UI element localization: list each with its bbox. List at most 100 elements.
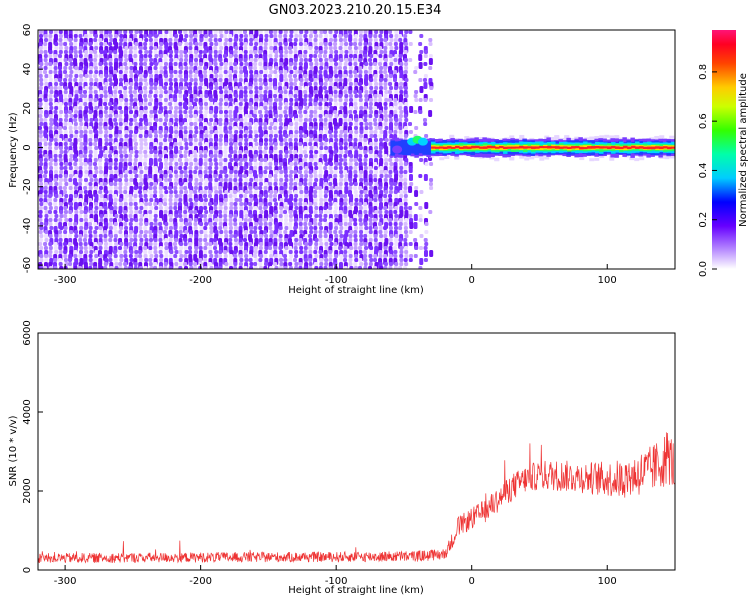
spectrogram-cell xyxy=(369,130,374,134)
spectrogram-cell xyxy=(153,182,158,186)
spectrogram-cell xyxy=(168,110,173,114)
spectrogram-cell xyxy=(289,162,294,166)
spectrogram-cell xyxy=(248,254,253,258)
spectrogram-cell xyxy=(314,206,319,210)
spectrogram-cell xyxy=(193,122,198,126)
spectrogram-cell xyxy=(88,182,93,186)
spectrogram-cell xyxy=(108,102,113,106)
spectrogram-cell xyxy=(203,150,208,154)
spectrogram-cell xyxy=(84,170,89,174)
spectrogram-cell xyxy=(258,146,263,150)
spectrogram-cell xyxy=(128,90,133,94)
spectrogram-cell xyxy=(183,150,188,154)
spectrogram-cell xyxy=(209,154,214,158)
spectrogram-cell xyxy=(113,34,118,38)
spectrogram-cell xyxy=(183,246,188,250)
spectrogram-cell xyxy=(213,242,218,246)
spectrogram-cell xyxy=(224,30,229,34)
spectrogram-cell xyxy=(198,242,203,246)
spectrogram-cell xyxy=(153,190,158,194)
spectrogram-cell xyxy=(398,118,403,122)
spectrogram-cell xyxy=(283,250,288,254)
spectrogram-cell xyxy=(153,130,158,134)
spectrogram-cell xyxy=(218,218,223,222)
spectrogram-cell xyxy=(408,42,413,46)
spectrogram-cell xyxy=(399,82,404,86)
spectrogram-cell xyxy=(178,194,183,198)
spectrogram-cell xyxy=(209,114,214,118)
spectrogram-cell xyxy=(199,230,204,234)
spectrogram-cell xyxy=(284,106,289,110)
spectrogram-cell xyxy=(183,242,188,246)
spectrogram-cell xyxy=(154,62,159,66)
spectrogram-cell xyxy=(303,102,308,106)
spectrogram-cell xyxy=(348,162,353,166)
spectrogram-cell xyxy=(379,234,384,238)
spectrogram-cell xyxy=(403,258,408,262)
spectrogram-cell xyxy=(184,162,189,166)
spectrogram-cell xyxy=(363,150,368,154)
spectrogram-cell xyxy=(263,266,268,269)
spectrogram-cell xyxy=(69,62,74,66)
spectrogram-cell xyxy=(293,78,298,82)
spectrogram-cell xyxy=(199,78,204,82)
spectrogram-cell xyxy=(273,198,278,202)
spectrogram-cell xyxy=(58,126,63,130)
spectrogram-cell xyxy=(214,74,219,78)
spectrogram-cell xyxy=(303,182,308,186)
spectrogram-cell xyxy=(133,98,138,102)
spectrogram-cell xyxy=(308,98,313,102)
spectrogram-cell xyxy=(309,146,314,150)
spectrogram-cell xyxy=(68,126,73,130)
spectrogram-cell xyxy=(54,102,59,106)
spectrogram-cell xyxy=(393,250,398,254)
spectrogram-cell xyxy=(133,62,138,66)
spectrogram-cell xyxy=(279,78,284,82)
spectrogram-cell xyxy=(323,190,328,194)
spectrogram-cell xyxy=(298,242,303,246)
spectrogram-cell xyxy=(339,126,344,130)
spectrogram-cell xyxy=(119,254,124,258)
spectrogram-cell xyxy=(554,135,560,139)
spectrogram-cell xyxy=(223,170,228,174)
spectrogram-cell xyxy=(363,254,368,258)
spectrogram-cell xyxy=(278,226,283,230)
spectrogram-cell xyxy=(419,190,424,194)
spectrogram-cell xyxy=(139,58,144,62)
spectrogram-cell xyxy=(158,98,163,102)
spectrogram-cell xyxy=(189,106,194,110)
spectrogram-cell xyxy=(239,130,244,134)
spectrogram-cell xyxy=(378,118,383,122)
spectrogram-cell xyxy=(153,142,158,146)
spectrogram-cell xyxy=(148,262,153,266)
spectrogram-cell xyxy=(358,258,363,262)
spectrogram-cell xyxy=(359,242,364,246)
spectrogram-cell xyxy=(93,102,98,106)
spectrogram-cell xyxy=(399,250,404,254)
spectrogram-cell xyxy=(423,98,428,102)
spectrogram-cell xyxy=(333,98,338,102)
spectrogram-cell xyxy=(193,134,198,138)
spectrogram-cell xyxy=(393,102,398,106)
spectrogram-cell xyxy=(328,238,333,242)
spectrogram-cell xyxy=(239,70,244,74)
spectrogram-cell xyxy=(259,114,264,118)
spectrogram-cell xyxy=(79,74,84,78)
spectrogram-cell xyxy=(138,50,143,54)
spectrogram-cell xyxy=(314,62,319,66)
spectrogram-cell xyxy=(274,90,279,94)
spectrogram-cell xyxy=(269,266,274,269)
spectrogram-cell xyxy=(119,98,124,102)
spectrogram-cell xyxy=(188,114,193,118)
spectrogram-cell xyxy=(363,162,368,166)
spectrogram-cell xyxy=(198,258,203,262)
spectrogram-cell xyxy=(229,198,234,202)
spectrogram-cell xyxy=(323,42,328,46)
spectrogram-cell xyxy=(109,266,114,269)
spectrogram-cell xyxy=(258,186,263,190)
spectrogram-cell xyxy=(188,30,193,34)
spectrogram-cell xyxy=(69,170,74,174)
spectrogram-cell xyxy=(123,158,128,162)
spectrogram-cell xyxy=(294,234,299,238)
spectrogram-cell xyxy=(333,170,338,174)
